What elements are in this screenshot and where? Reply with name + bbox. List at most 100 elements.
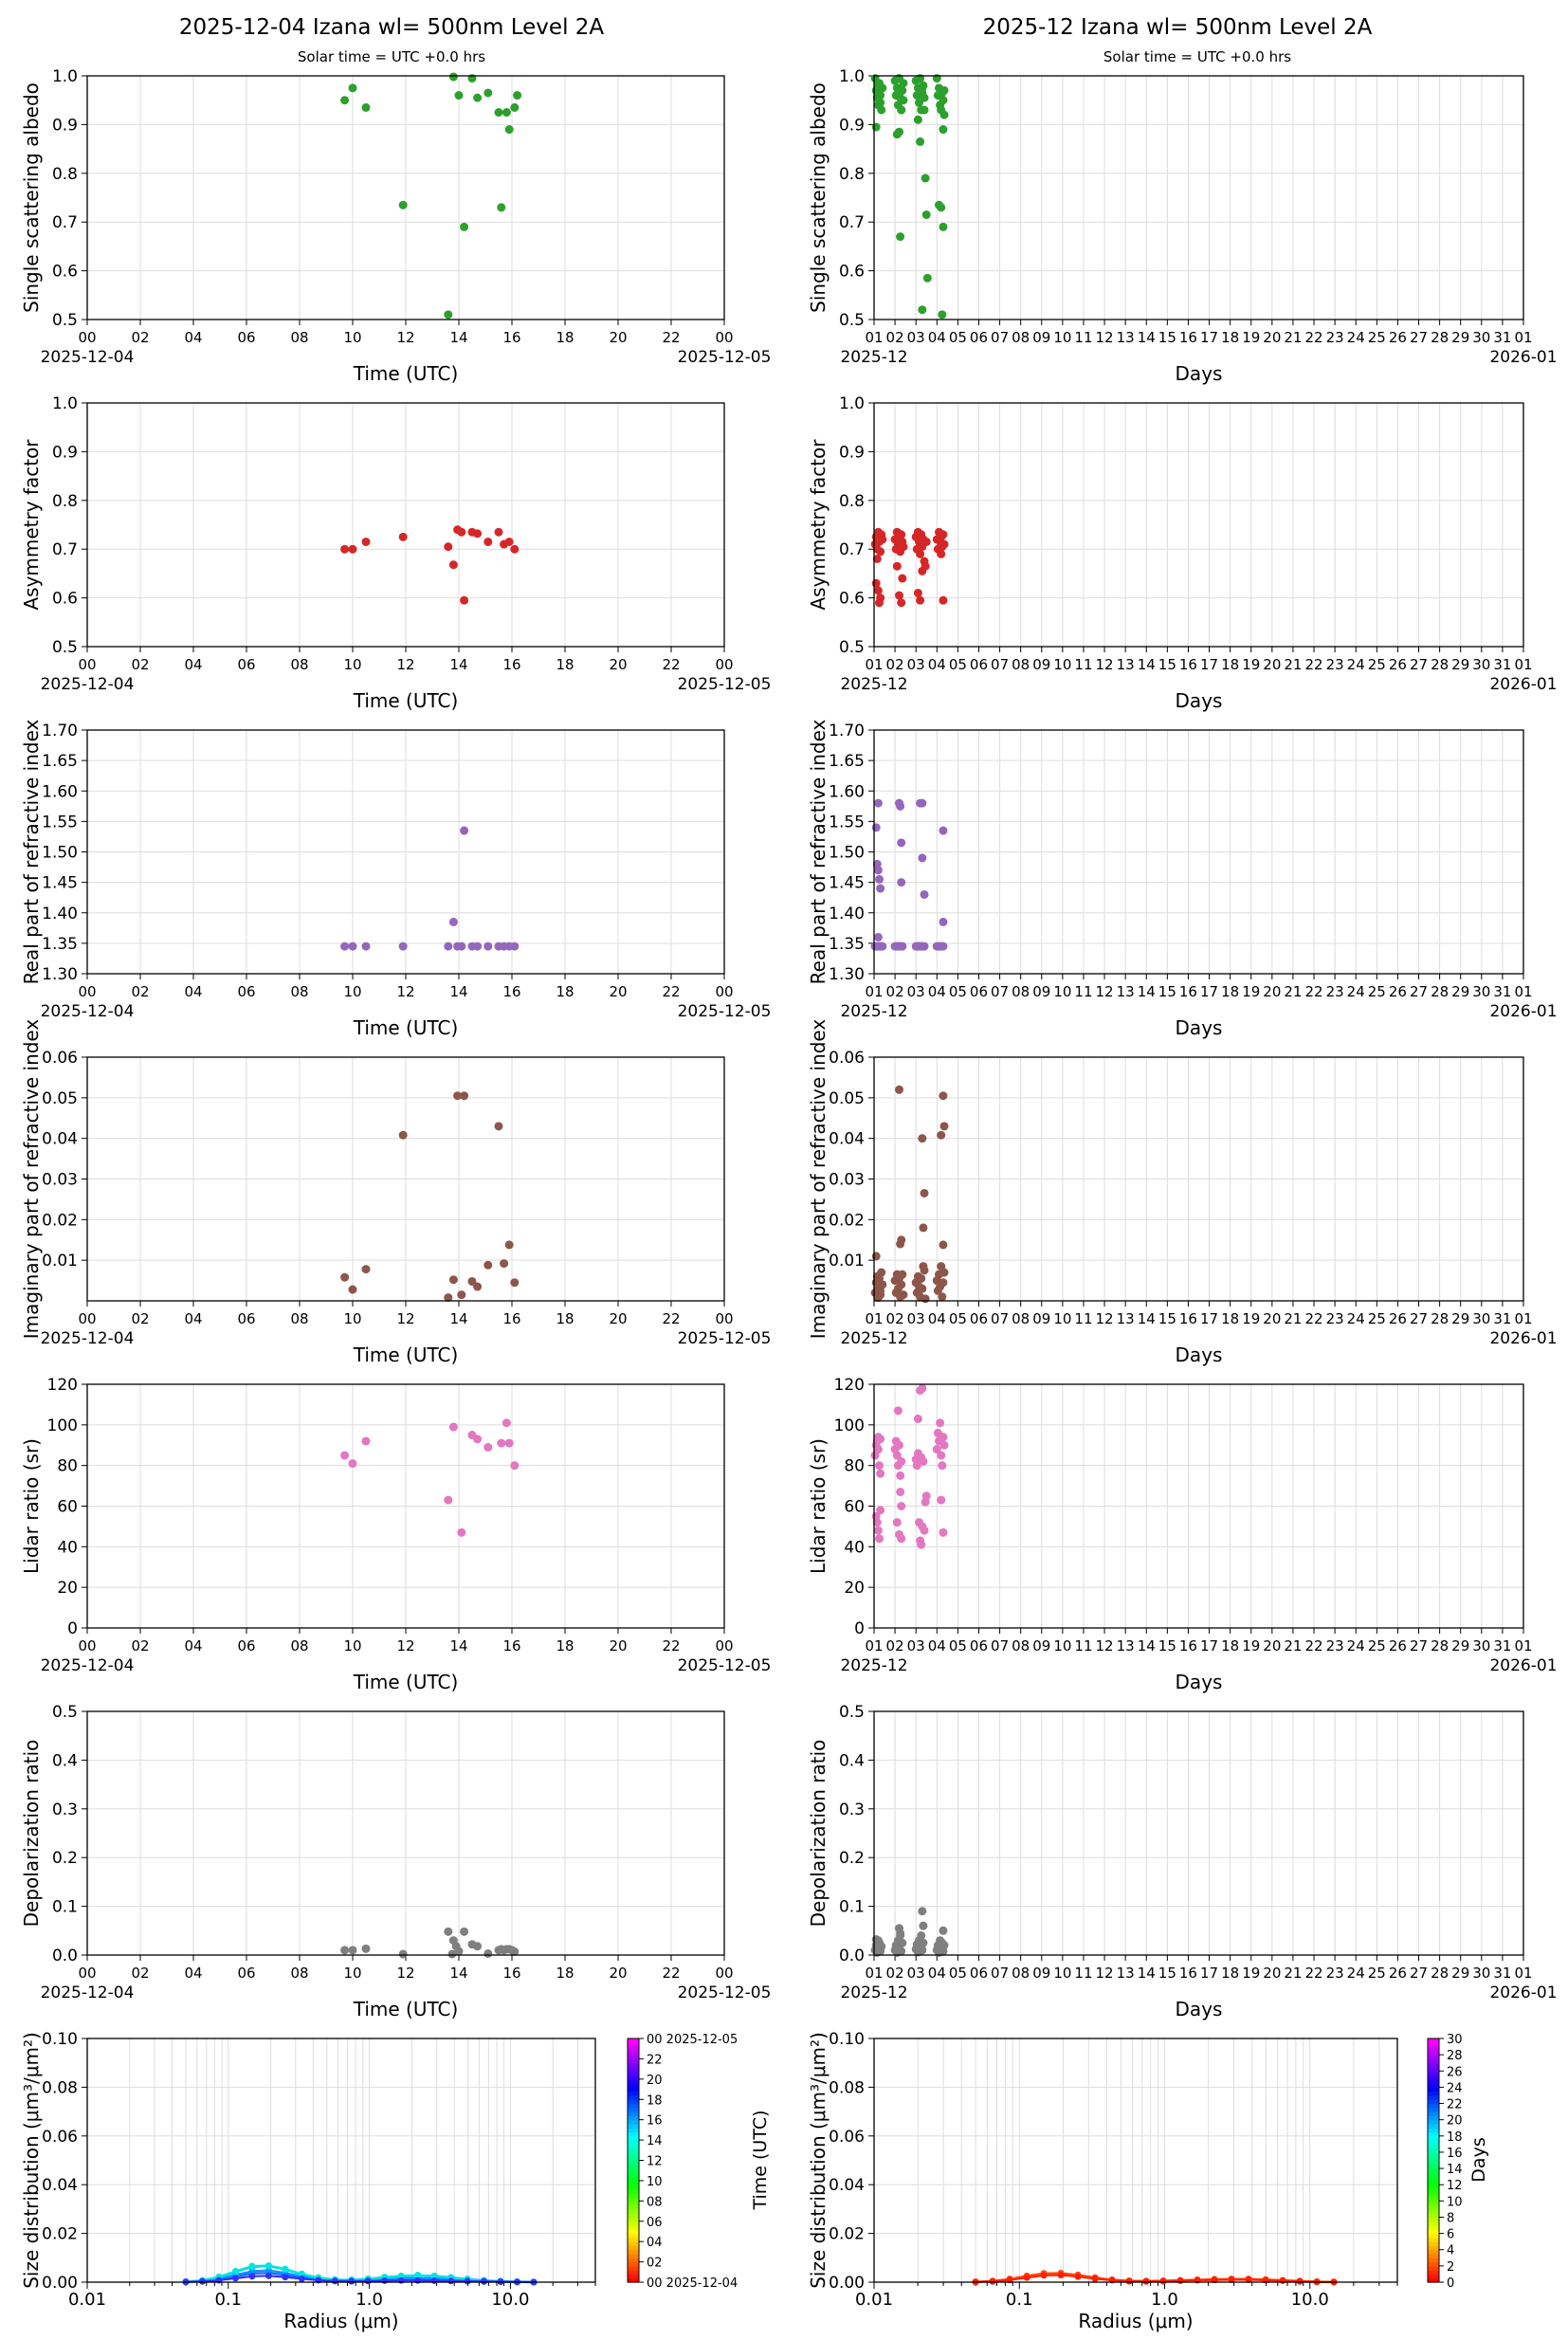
x-tick-label: 12: [1096, 1310, 1114, 1327]
colorbar-segment: [1428, 2119, 1439, 2125]
data-point: [504, 1240, 514, 1250]
colorbar-segment: [1428, 2188, 1439, 2194]
data-point: [898, 941, 907, 951]
data-point: [473, 1282, 483, 1291]
colorbar-segment: [628, 2107, 639, 2112]
colorbar-segment: [1428, 2237, 1439, 2242]
data-point: [460, 1927, 469, 1936]
y-tick-label: 0.5: [839, 638, 865, 657]
x-tick-label: 30: [1472, 329, 1490, 346]
x-tick-label: 22: [1304, 1965, 1322, 1982]
data-point: [460, 826, 469, 835]
colorbar-segment: [1428, 2131, 1439, 2137]
y-tick-label: 0.9: [52, 116, 78, 135]
data-point: [918, 1284, 927, 1293]
colorbar-tick-label: 02: [647, 2257, 663, 2271]
colorbar-segment: [628, 2119, 639, 2125]
x-axis-label: Days: [1176, 1344, 1223, 1366]
x-tick-label: 22: [1304, 983, 1322, 1000]
y-axis-label: Size distribution (μm³/μm²): [807, 2032, 830, 2289]
x-tick-label: 04: [184, 1310, 202, 1327]
x-axis-label: Days: [1176, 1998, 1223, 2020]
colorbar-segment: [1428, 2197, 1439, 2202]
colorbar-segment: [1428, 2277, 1439, 2283]
x-tick-label: 13: [1117, 329, 1135, 346]
colorbar-segment: [1428, 2221, 1439, 2226]
series-point: [1057, 2272, 1065, 2279]
data-point: [899, 1290, 908, 1300]
y-axis-label: Imaginary part of refractive index: [20, 1019, 43, 1340]
colorbar-segment: [1428, 2192, 1439, 2198]
y-tick-label: 40: [844, 1538, 865, 1557]
x-tick-label: 29: [1451, 656, 1469, 673]
data-point: [937, 203, 946, 212]
x-end-date-label: 2026-01: [1489, 1656, 1557, 1675]
data-point: [876, 98, 885, 107]
x-tick-label: 09: [1032, 329, 1050, 346]
data-point: [918, 1907, 927, 1916]
y-tick-label: 0.04: [829, 2176, 865, 2195]
colorbar-segment: [628, 2180, 639, 2185]
x-tick-label: 29: [1451, 983, 1469, 1000]
x-tick-label: 24: [1347, 1637, 1365, 1654]
data-point: [494, 108, 503, 118]
data-point: [920, 941, 929, 951]
data-point: [457, 1527, 466, 1537]
x-tick-label: 30: [1472, 1637, 1490, 1654]
right-colorbar-title: Days: [1468, 2137, 1489, 2182]
x-tick-label: 00: [78, 329, 96, 346]
y-tick-label: 60: [844, 1498, 865, 1517]
y-tick-label: 0.9: [839, 116, 865, 135]
series-line: [185, 2275, 535, 2284]
y-tick-label: 0.8: [52, 165, 78, 184]
x-start-date-label: 2025-12-04: [41, 1984, 135, 2002]
data-point: [453, 1091, 463, 1101]
x-tick-label: 18: [556, 656, 574, 673]
x-tick-label: 04: [928, 1965, 946, 1982]
x-tick-label: 30: [1472, 1310, 1490, 1327]
colorbar-segment: [1428, 2156, 1439, 2162]
x-tick-label: 24: [1347, 1310, 1365, 1327]
panel-daily-5: 0.0 0.1 0.2 0.3 0.4 0.5 00 02 04 06 08 10 12 14 16 18 20…: [20, 1703, 771, 2020]
x-tick-label: 12: [1096, 1637, 1114, 1654]
x-tick-label: 07: [991, 983, 1009, 1000]
data-point: [917, 1930, 926, 1940]
data-point: [892, 1451, 902, 1460]
data-point: [936, 1418, 945, 1428]
x-end-date-label: 2026-01: [1489, 1984, 1557, 2002]
data-point: [494, 1122, 503, 1131]
colorbar-segment: [1428, 2261, 1439, 2267]
x-tick-label: 03: [907, 656, 925, 673]
colorbar-segment: [628, 2091, 639, 2096]
x-tick-label: 07: [991, 1310, 1009, 1327]
data-point: [510, 102, 520, 112]
series-point: [364, 2277, 372, 2285]
x-tick-label: 06: [970, 1310, 988, 1327]
plot-frame: [873, 2038, 1398, 2283]
y-tick-label: 0.2: [52, 1849, 78, 1868]
x-tick-label: 12: [396, 656, 414, 673]
data-point: [895, 127, 904, 137]
x-tick-label: 18: [1221, 329, 1239, 346]
x-tick-label: 04: [928, 329, 946, 346]
colorbar-segment: [1428, 2115, 1439, 2121]
x-tick-label: 02: [131, 983, 149, 1000]
colorbar-segment: [1428, 2201, 1439, 2206]
data-point: [939, 222, 948, 231]
data-point: [920, 1526, 929, 1535]
colorbar-segment: [628, 2078, 639, 2084]
x-tick-label: 08: [1012, 329, 1030, 346]
x-tick-label: 14: [449, 1310, 467, 1327]
x-tick-label: 22: [662, 656, 680, 673]
colorbar-segment: [1428, 2172, 1439, 2178]
x-tick-label: 08: [290, 983, 308, 1000]
colorbar-segment: [1428, 2046, 1439, 2052]
colorbar-tick-label: 6: [1447, 2228, 1454, 2242]
x-tick-label: 24: [1347, 1965, 1365, 1982]
y-tick-label: 0.6: [52, 263, 78, 282]
x-end-date-label: 2025-12-05: [678, 348, 772, 367]
data-point: [939, 530, 948, 539]
colorbar-segment: [1428, 2111, 1439, 2116]
y-tick-label: 40: [57, 1538, 78, 1557]
